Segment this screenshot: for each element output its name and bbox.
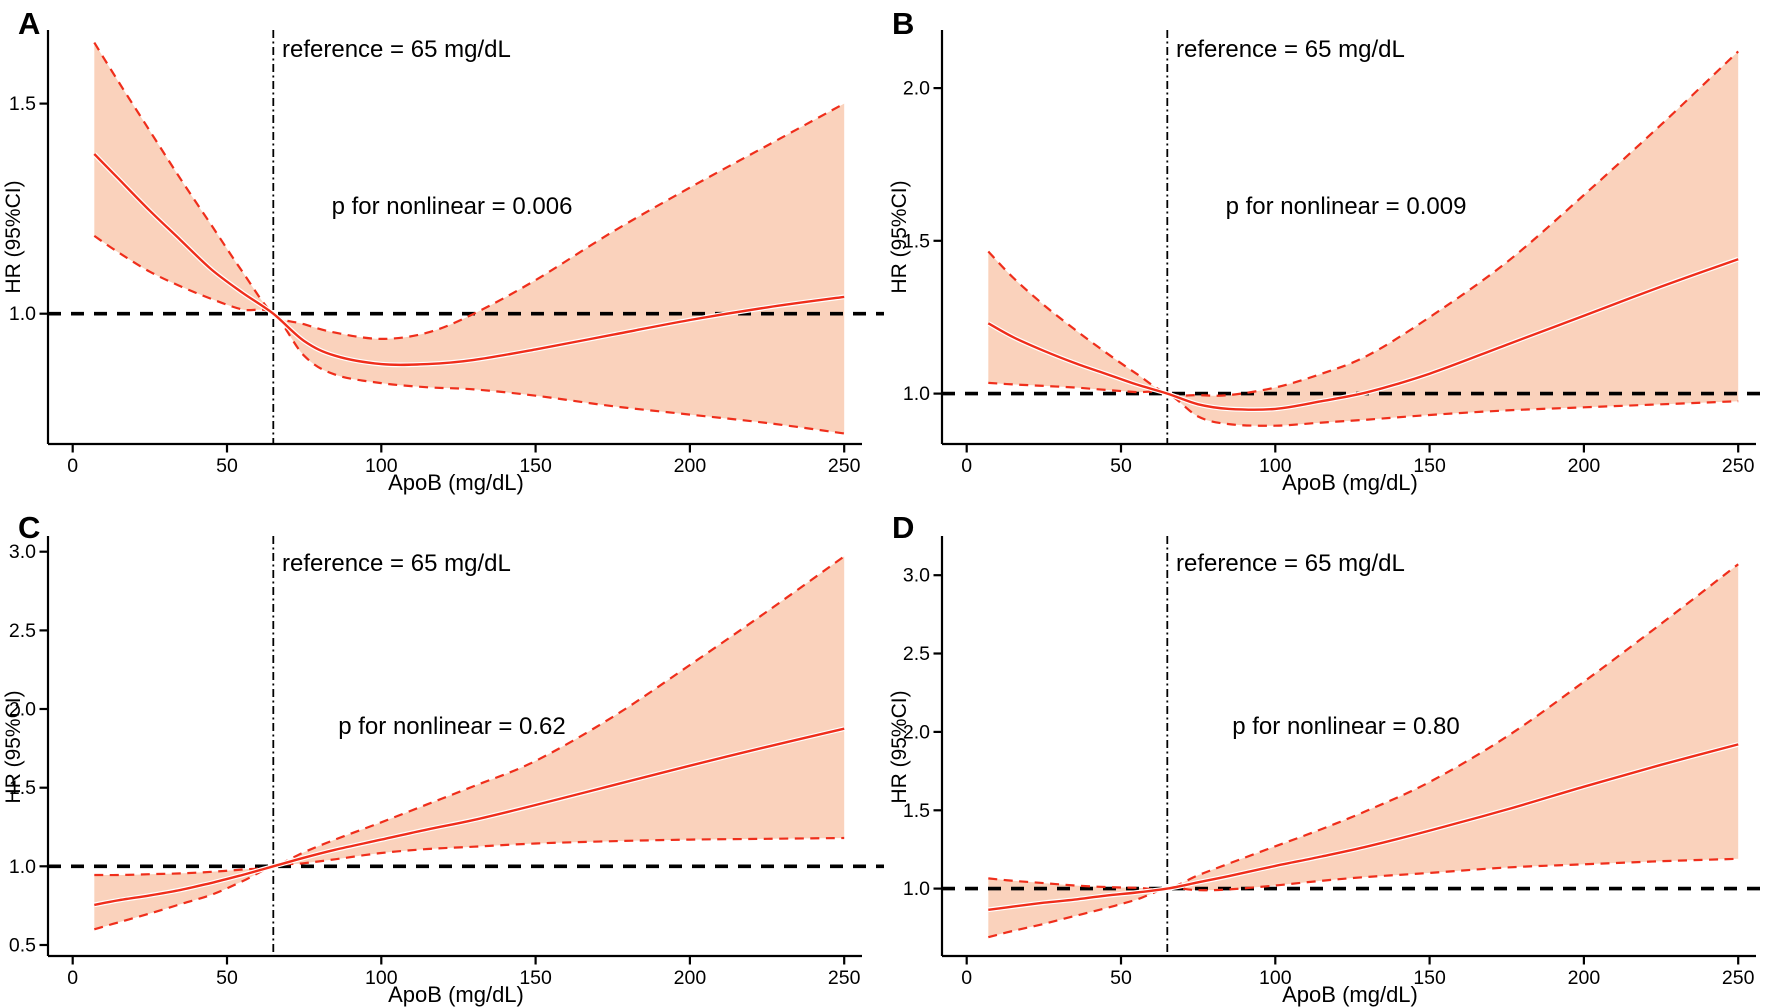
- x-tick-label: 50: [1110, 455, 1132, 477]
- x-tick-label: 200: [674, 967, 707, 989]
- plot-panel-a: 0 50 100 150 200 250 1.0 1.5: [9, 30, 884, 477]
- x-tick-label: 50: [216, 455, 238, 477]
- y-tick-label: 2.5: [903, 643, 930, 665]
- upper-ci-line: [988, 563, 1739, 891]
- x-tick-label: 250: [1722, 967, 1755, 989]
- p-nonlinear-annotation: p for nonlinear = 0.62: [338, 713, 566, 740]
- y-tick-label: 2.0: [903, 78, 930, 100]
- hr-curve: [93, 153, 845, 367]
- reference-annotation: reference = 65 mg/dL: [1176, 36, 1405, 63]
- x-tick-label: 0: [961, 455, 972, 477]
- lower-ci-line: [988, 857, 1739, 939]
- x-tick-label: 50: [216, 967, 238, 989]
- lower-ci-line: [988, 381, 1739, 427]
- y-tick-label: 1.0: [9, 303, 36, 325]
- y-axis-label: HR (95%CI): [888, 180, 911, 294]
- y-tick-label: 1.0: [903, 878, 930, 900]
- x-tick-label: 150: [1413, 455, 1446, 477]
- y-tick-label: 1.5: [903, 800, 930, 822]
- hr-curve: [94, 727, 845, 907]
- panel-letter-d: D: [892, 510, 915, 545]
- x-axis-label: ApoB (mg/dL): [1282, 470, 1418, 495]
- reference-annotation: reference = 65 mg/dL: [282, 36, 511, 63]
- plot-panel-c: 0 50 100 150 200 250 0.5 1.0 1.5 2.0 2.5 3.0: [9, 536, 884, 989]
- p-nonlinear-annotation: p for nonlinear = 0.80: [1232, 713, 1460, 740]
- y-axis-label: HR (95%CI): [2, 180, 25, 294]
- x-tick-label: 200: [1568, 967, 1601, 989]
- hr-curve: [987, 258, 1739, 411]
- upper-ci-line: [987, 50, 1739, 397]
- p-nonlinear-annotation: p for nonlinear = 0.009: [1225, 193, 1467, 220]
- x-axis-label: ApoB (mg/dL): [388, 982, 524, 1007]
- ci-ribbon: [94, 556, 845, 930]
- panel-letter-c: C: [18, 510, 41, 545]
- x-tick-label: 200: [1568, 455, 1601, 477]
- hr-curve: [988, 743, 1739, 911]
- x-tick-label: 50: [1110, 967, 1132, 989]
- panel-a: 0 50 100 150 200 250 1.0 1.5 A reference = 65 m…: [0, 0, 886, 504]
- panel-b: 0 50 100 150 200 250 1.0 1.5 2.0 B reference = 6…: [886, 0, 1772, 504]
- y-tick-label: 2.0: [9, 699, 36, 721]
- p-nonlinear-annotation: p for nonlinear = 0.006: [331, 193, 573, 220]
- lower-ci-line: [93, 836, 845, 931]
- x-tick-label: 250: [828, 455, 861, 477]
- panel-c: 0 50 100 150 200 250 0.5 1.0 1.5 2.0 2.5 3.0 C refe…: [0, 504, 886, 1008]
- x-tick-label: 0: [67, 455, 78, 477]
- y-tick-label: 0.5: [9, 935, 36, 957]
- lower-ci-line: [93, 235, 845, 435]
- ci-ribbon: [94, 42, 845, 434]
- x-tick-label: 0: [961, 967, 972, 989]
- y-tick-label: 1.5: [903, 230, 930, 252]
- y-tick-label: 3.0: [9, 541, 36, 563]
- reference-annotation: reference = 65 mg/dL: [1176, 550, 1405, 577]
- plot-panel-b: 0 50 100 150 200 250 1.0 1.5 2.0: [903, 30, 1770, 477]
- x-tick-label: 250: [828, 967, 861, 989]
- y-axis-label: HR (95%CI): [888, 690, 911, 804]
- x-tick-label: 200: [674, 455, 707, 477]
- y-tick-label: 1.0: [9, 856, 36, 878]
- panel-letter-a: A: [18, 6, 41, 41]
- x-tick-label: 0: [67, 967, 78, 989]
- x-tick-label: 100: [365, 967, 398, 989]
- x-tick-label: 100: [365, 455, 398, 477]
- panel-letter-b: B: [892, 6, 915, 41]
- reference-annotation: reference = 65 mg/dL: [282, 550, 511, 577]
- x-tick-label: 100: [1259, 455, 1292, 477]
- plot-panel-d: 0 50 100 150 200 250 1.0 1.5 2.0 2.5 3.0: [903, 536, 1770, 989]
- upper-ci-line: [94, 555, 845, 877]
- x-tick-label: 250: [1722, 455, 1755, 477]
- ci-ribbon: [988, 51, 1739, 426]
- y-tick-label: 2.5: [9, 620, 36, 642]
- y-tick-label: 1.5: [9, 777, 36, 799]
- x-tick-label: 150: [519, 455, 552, 477]
- y-tick-label: 1.0: [903, 383, 930, 405]
- x-tick-label: 150: [1413, 967, 1446, 989]
- upper-ci-line: [93, 42, 845, 341]
- y-tick-label: 3.0: [903, 565, 930, 587]
- x-axis-label: ApoB (mg/dL): [388, 470, 524, 495]
- x-tick-label: 150: [519, 967, 552, 989]
- x-tick-label: 100: [1259, 967, 1292, 989]
- y-tick-label: 2.0: [903, 721, 930, 743]
- x-axis-label: ApoB (mg/dL): [1282, 982, 1418, 1007]
- y-tick-label: 1.5: [9, 93, 36, 115]
- ci-ribbon: [988, 564, 1739, 938]
- y-axis-label: HR (95%CI): [2, 690, 25, 804]
- panel-d: 0 50 100 150 200 250 1.0 1.5 2.0 2.5 3.0 D referen…: [886, 504, 1772, 1008]
